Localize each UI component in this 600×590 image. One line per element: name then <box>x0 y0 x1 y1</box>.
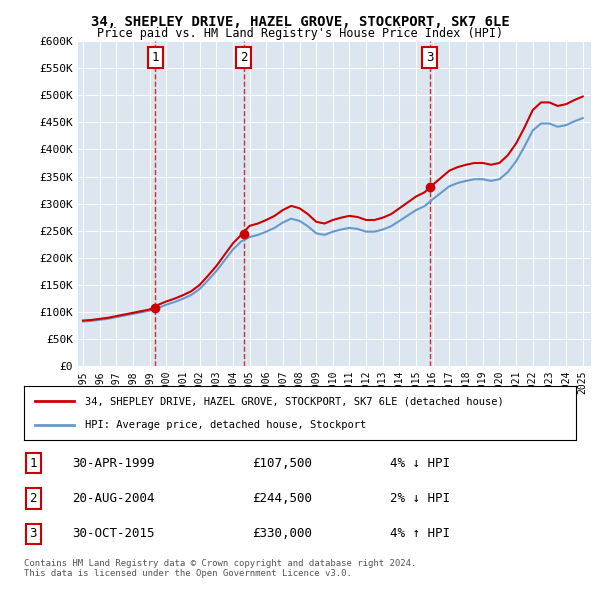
Text: 30-OCT-2015: 30-OCT-2015 <box>72 527 155 540</box>
Text: 1: 1 <box>151 51 159 64</box>
Text: £330,000: £330,000 <box>252 527 312 540</box>
Text: 30-APR-1999: 30-APR-1999 <box>72 457 155 470</box>
Text: 20-AUG-2004: 20-AUG-2004 <box>72 492 155 505</box>
Text: Price paid vs. HM Land Registry's House Price Index (HPI): Price paid vs. HM Land Registry's House … <box>97 27 503 40</box>
Text: 34, SHEPLEY DRIVE, HAZEL GROVE, STOCKPORT, SK7 6LE: 34, SHEPLEY DRIVE, HAZEL GROVE, STOCKPOR… <box>91 15 509 29</box>
Text: £107,500: £107,500 <box>252 457 312 470</box>
Text: 2: 2 <box>240 51 247 64</box>
Text: 2: 2 <box>29 492 37 505</box>
Text: Contains HM Land Registry data © Crown copyright and database right 2024.
This d: Contains HM Land Registry data © Crown c… <box>24 559 416 578</box>
Text: 4% ↓ HPI: 4% ↓ HPI <box>390 457 450 470</box>
Text: 3: 3 <box>426 51 434 64</box>
Text: 3: 3 <box>29 527 37 540</box>
Text: £244,500: £244,500 <box>252 492 312 505</box>
Text: 1: 1 <box>29 457 37 470</box>
Text: 34, SHEPLEY DRIVE, HAZEL GROVE, STOCKPORT, SK7 6LE (detached house): 34, SHEPLEY DRIVE, HAZEL GROVE, STOCKPOR… <box>85 396 503 407</box>
Text: 4% ↑ HPI: 4% ↑ HPI <box>390 527 450 540</box>
Text: HPI: Average price, detached house, Stockport: HPI: Average price, detached house, Stoc… <box>85 419 366 430</box>
Text: 2% ↓ HPI: 2% ↓ HPI <box>390 492 450 505</box>
